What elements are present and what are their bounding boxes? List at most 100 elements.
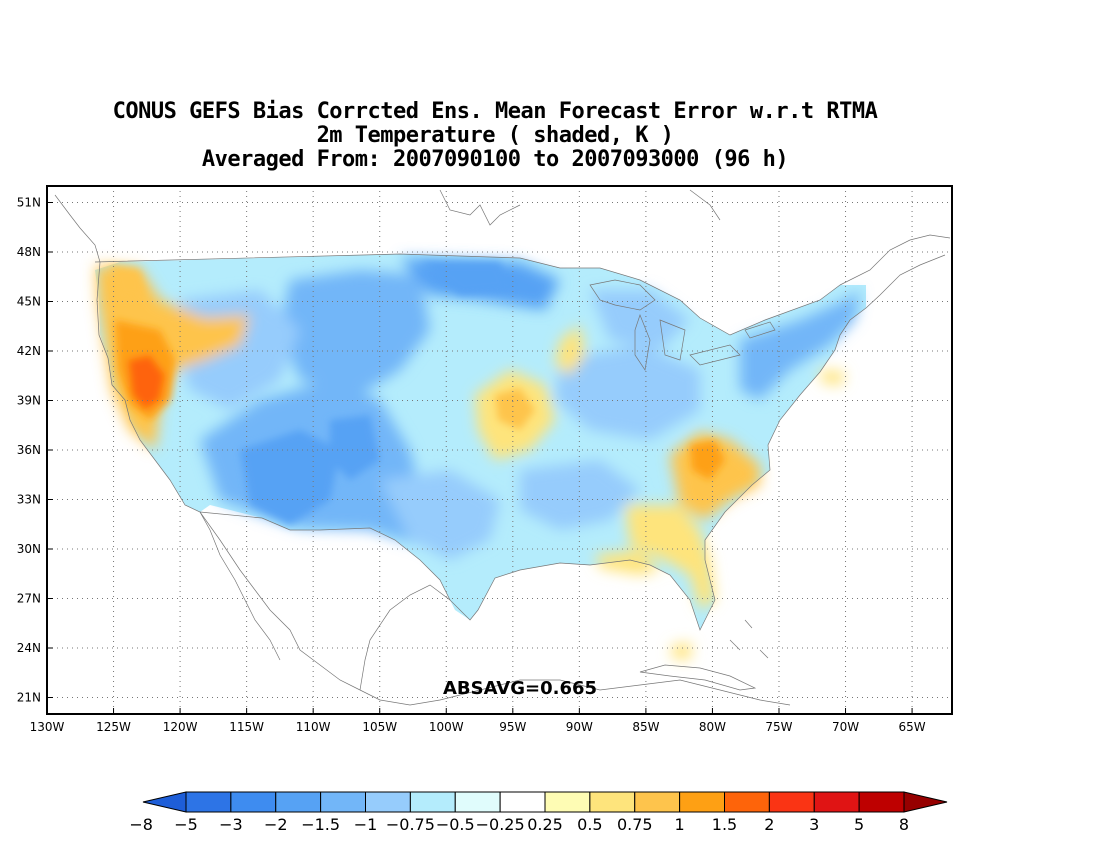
lon-tick-label: 115W [229,720,264,734]
lon-tick-label: 90W [566,720,593,734]
cuba-outline [639,664,757,691]
lon-tick-label: 80W [699,720,726,734]
lon-tick-label: 130W [30,720,65,734]
colorbar-label: 8 [899,815,909,834]
colorbar-swatch [185,791,232,813]
title-line-1: CONUS GEFS Bias Corrcted Ens. Mean Forec… [112,99,878,124]
warm-region-florida-keys [672,643,692,660]
colorbar: −8 −5 −3 −2 −1.5 −1 −0.75 −0.5 −0.25 0.25 0.5 0.75 1… [129,791,948,834]
colorbar-label: 1.5 [712,815,737,834]
lat-tick-label: 24N [17,641,41,655]
lat-tick-label: 33N [17,493,41,507]
colorbar-swatch [275,791,322,813]
lon-tick-label: 85W [632,720,659,734]
coastlines [54,189,951,706]
warm-region-iowa [555,325,585,375]
cold-core-arizona [240,430,340,525]
colorbar-label: −1.5 [301,815,340,834]
colorbar-swatch [365,791,411,813]
mexico-coastline [359,679,791,706]
colorbar-label: −0.5 [436,815,475,834]
warm-core-oregon [110,265,145,300]
warm-core-carolina [690,440,725,480]
colorbar-swatch [230,791,277,813]
cold-core-dakotas [420,262,510,295]
gulf-mexico-coastline [359,559,716,691]
absavg-label: ABSAVG=0.665 [443,678,597,699]
colorbar-label: 0.5 [577,815,602,834]
colorbar-swatch [499,791,546,813]
cold-region-midwest [555,345,700,440]
canada-east-coastline [839,234,951,286]
cold-core-new-mexico [330,415,380,480]
cold-region-northeast [740,290,860,400]
baja-coastline [199,511,281,661]
lon-tick-label: 100W [429,720,464,734]
warm-region-gulf-coast [595,550,660,575]
lon-tick-label: 95W [499,720,526,734]
colorbar-swatch [679,791,725,813]
cold-region-south-central [520,460,640,530]
colorbar-swatch [634,791,681,813]
lat-tick-label: 48N [17,245,41,259]
colorbar-label: −2 [264,815,288,834]
lat-tick-label: 30N [17,542,41,556]
colorbar-label: −1 [354,815,378,834]
lon-tick-label: 125W [96,720,131,734]
colorbar-high-arrow [903,791,948,813]
colorbar-label: −0.75 [386,815,435,834]
warm-region-maine [820,370,845,385]
lat-tick-label: 42N [17,344,41,358]
lon-tick-label: 110W [296,720,331,734]
colorbar-label: 3 [809,815,819,834]
lat-tick-label: 21N [17,691,41,705]
colorbar-swatch [320,791,366,813]
colorbar-label: −5 [174,815,198,834]
colorbar-swatch [858,791,905,813]
colorbar-label: −3 [219,815,243,834]
map-title: CONUS GEFS Bias Corrcted Ens. Mean Forec… [0,100,990,172]
colorbar-label: −8 [129,815,153,834]
lon-tick-label: 75W [765,720,792,734]
latitude-axis: 51N 48N 45N 42N 39N 36N 33N 30N 27N 24N 21N [17,196,53,705]
hudson-bay-coastline [439,189,721,226]
great-lakes-outline [589,279,776,371]
colorbar-swatch [768,791,815,813]
warm-core-kansas [495,388,535,430]
gridlines [47,186,952,714]
mexico-border [199,511,451,601]
hot-core-california [128,355,165,410]
colorbar-label: 5 [854,815,864,834]
title-line-3: Averaged From: 2007090100 to 2007093000 … [201,147,789,172]
lat-tick-label: 45N [17,295,41,309]
colorbar-label: 0.25 [527,815,563,834]
lat-tick-label: 27N [17,592,41,606]
warm-region-southeast [625,505,715,610]
colorbar-label: 1 [675,815,685,834]
colorbar-swatch [589,791,636,813]
colorbar-swatch [813,791,860,813]
atlantic-coastline [704,254,946,601]
lon-tick-label: 105W [362,720,397,734]
lat-tick-label: 51N [17,196,41,210]
lon-tick-label: 70W [832,720,859,734]
colorbar-swatch [724,791,770,813]
colorbar-label: −0.25 [476,815,525,834]
longitude-axis: 130W 125W 120W 115W 110W 105W 100W 95W 90W 85W 80W… [30,708,926,734]
colorbar-swatch [454,791,501,813]
bahamas-outline [729,619,769,659]
temperature-error-field [95,254,866,660]
lat-tick-label: 39N [17,394,41,408]
colorbar-low-arrow [142,791,187,813]
cold-region-texas [380,470,500,560]
colorbar-label: 2 [764,815,774,834]
colorbar-label: 0.75 [617,815,653,834]
lon-tick-label: 65W [899,720,926,734]
colorbar-swatch [544,791,591,813]
canada-border [94,253,841,336]
lat-tick-label: 36N [17,443,41,457]
colorbar-swatch [409,791,456,813]
lon-tick-label: 120W [163,720,198,734]
title-line-2: 2m Temperature ( shaded, K ) [316,123,674,148]
